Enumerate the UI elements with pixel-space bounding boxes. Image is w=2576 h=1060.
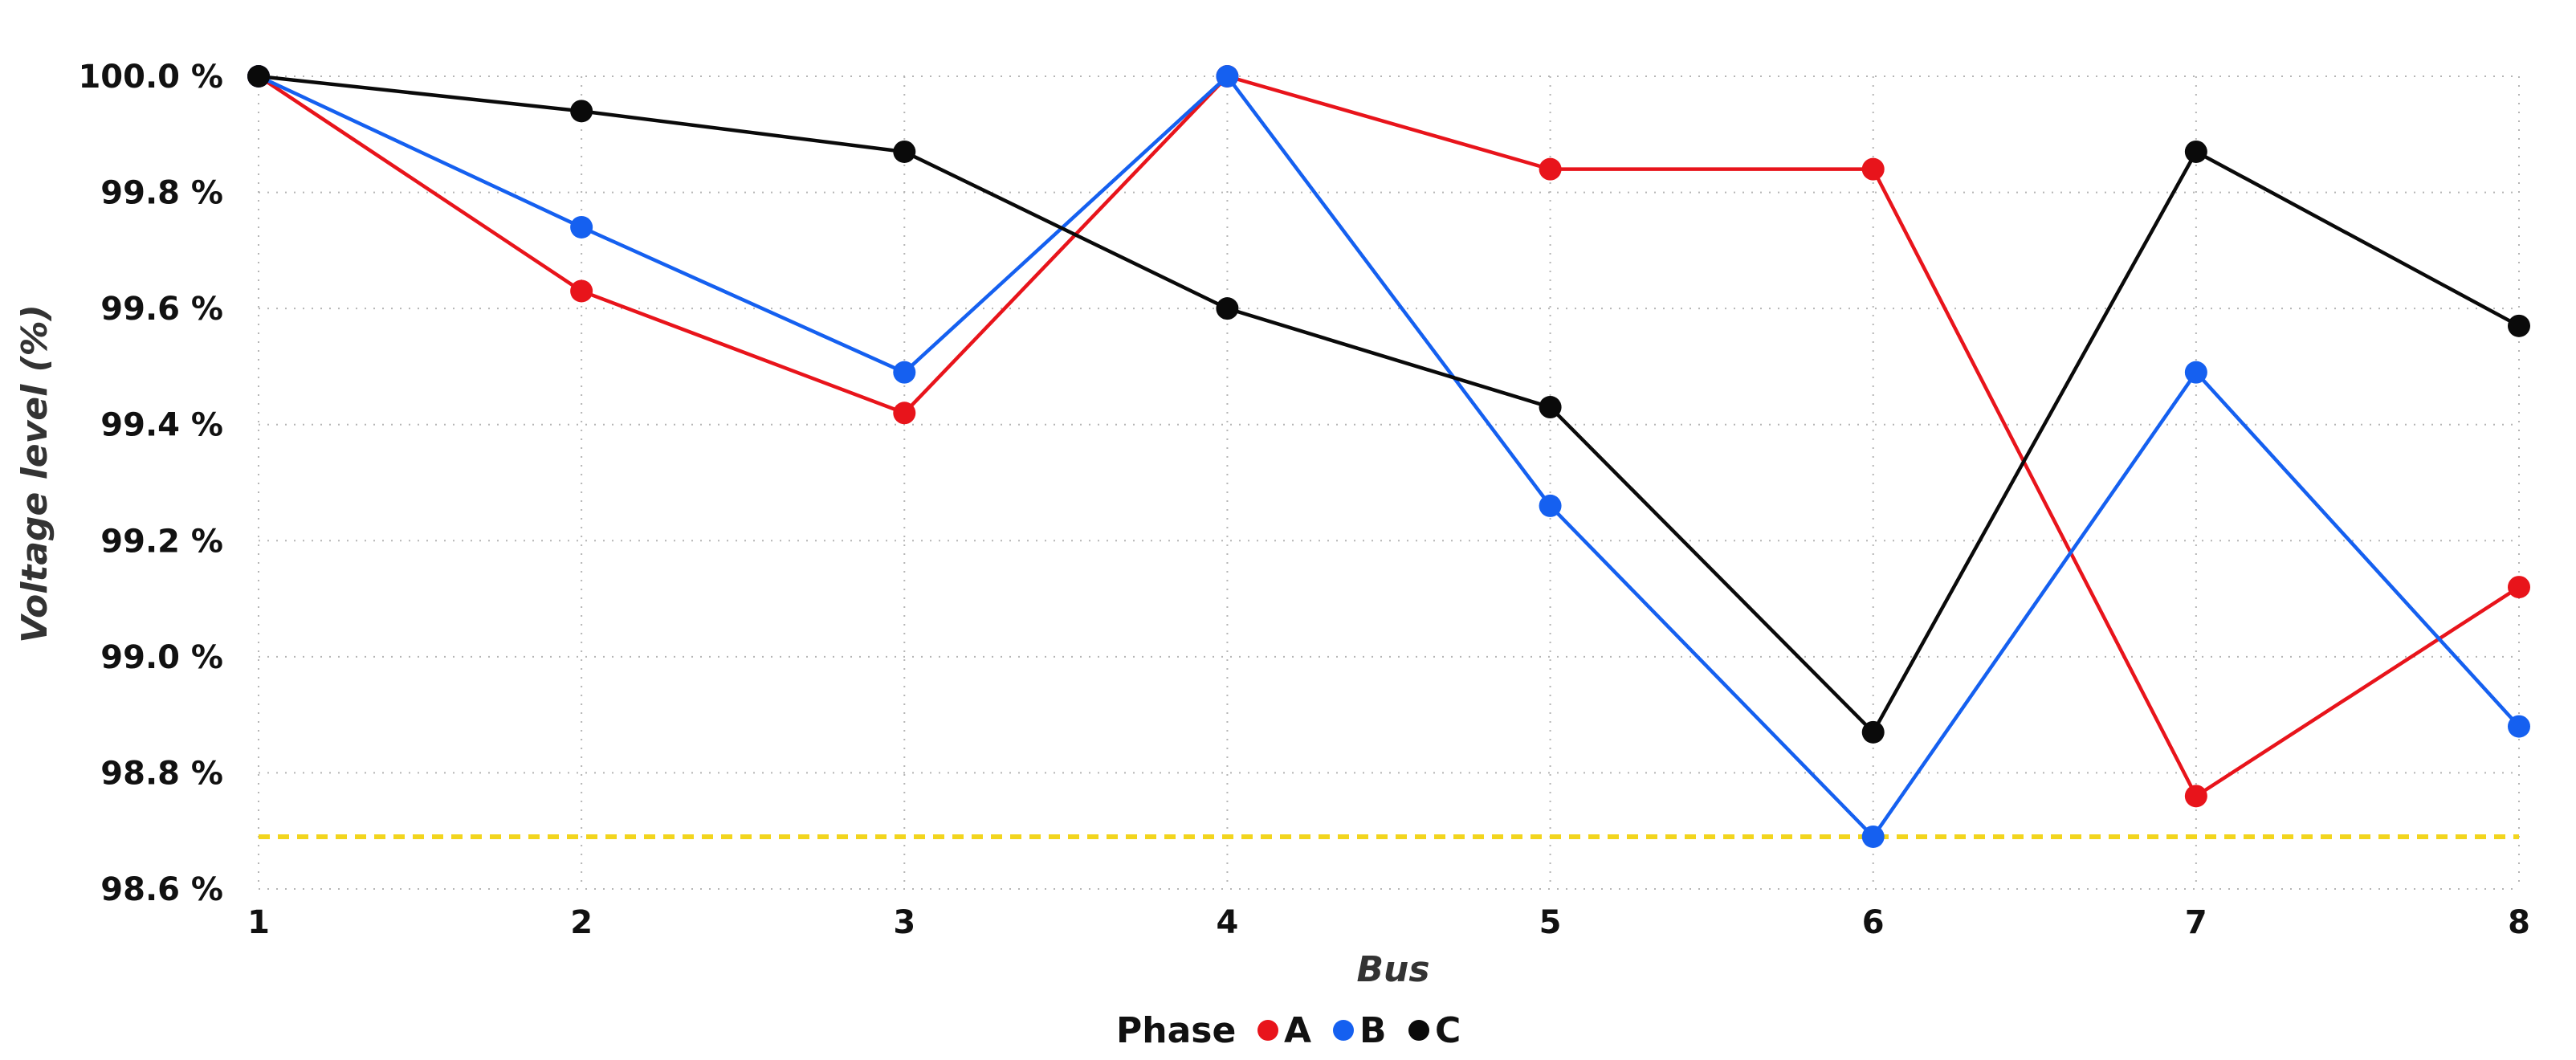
data-point-c-bus-5 xyxy=(1539,396,1562,419)
data-point-a-bus-7 xyxy=(2184,785,2207,808)
data-point-b-bus-6 xyxy=(1861,825,1885,848)
x-axis-title: Bus xyxy=(1356,949,1429,990)
data-point-c-bus-8 xyxy=(2508,314,2530,337)
legend-items: A B C xyxy=(1257,1010,1461,1051)
data-point-c-bus-3 xyxy=(893,140,916,163)
x-tick-label: 7 xyxy=(2185,904,2207,941)
x-tick-label: 3 xyxy=(893,904,915,941)
series-a xyxy=(247,65,2530,808)
y-tick-label: 98.8 % xyxy=(100,755,223,792)
x-tick-label: 2 xyxy=(570,904,593,941)
legend-title: Phase xyxy=(1116,1010,1236,1051)
data-point-a-bus-6 xyxy=(1861,157,1885,181)
data-point-a-bus-8 xyxy=(2508,576,2530,599)
data-point-b-bus-5 xyxy=(1539,494,1562,517)
x-tick-label: 8 xyxy=(2508,904,2530,941)
data-point-c-bus-1 xyxy=(247,65,270,88)
legend-item-b: B xyxy=(1333,1010,1387,1051)
series-line-c xyxy=(258,74,2521,735)
data-point-b-bus-7 xyxy=(2184,361,2207,384)
y-axis-tick-labels: 98.6 % 98.8 % 99.0 % 99.2 % 99.4 % 99.6 % 99.8… xyxy=(78,59,223,908)
series-line-a xyxy=(257,74,2521,798)
data-point-b-bus-3 xyxy=(893,361,916,384)
data-point-a-bus-2 xyxy=(570,279,593,303)
y-tick-label: 99.8 % xyxy=(100,175,223,212)
grid-lines xyxy=(258,75,2520,890)
legend-item-a: A xyxy=(1257,1010,1311,1051)
x-tick-label: 6 xyxy=(1862,904,1885,941)
data-point-c-bus-2 xyxy=(570,100,593,123)
data-point-c-bus-6 xyxy=(1861,720,1885,744)
x-tick-label: 4 xyxy=(1217,904,1239,941)
data-point-b-bus-2 xyxy=(570,215,593,238)
legend-label-c: C xyxy=(1435,1010,1461,1051)
legend-label-a: A xyxy=(1284,1010,1311,1051)
legend-item-c: C xyxy=(1408,1010,1461,1051)
y-tick-label: 99.2 % xyxy=(100,523,223,560)
legend-label-b: B xyxy=(1359,1010,1387,1051)
y-axis-title: Voltage level (%) xyxy=(14,304,55,643)
legend-marker-a xyxy=(1257,1020,1278,1041)
data-point-b-bus-4 xyxy=(1216,65,1239,88)
y-tick-label: 99.4 % xyxy=(100,407,223,444)
data-point-a-bus-5 xyxy=(1539,157,1562,181)
legend: Phase A B C xyxy=(1116,1010,1461,1051)
data-point-b-bus-8 xyxy=(2508,715,2530,738)
legend-marker-c xyxy=(1408,1020,1429,1041)
x-tick-label: 1 xyxy=(247,904,270,941)
data-point-a-bus-3 xyxy=(893,402,916,425)
y-tick-label: 100.0 % xyxy=(78,59,223,96)
data-point-c-bus-4 xyxy=(1216,297,1239,320)
series-line-b xyxy=(258,74,2521,839)
y-tick-label: 99.6 % xyxy=(100,291,223,328)
series-b xyxy=(247,65,2530,848)
x-axis-tick-labels: 1 2 3 4 5 6 7 8 xyxy=(247,904,2530,941)
y-tick-label: 98.6 % xyxy=(100,871,223,908)
series-c xyxy=(247,65,2530,744)
legend-marker-b xyxy=(1333,1020,1354,1041)
data-point-c-bus-7 xyxy=(2184,140,2207,163)
series-group xyxy=(247,65,2530,848)
y-tick-label: 99.0 % xyxy=(100,639,223,676)
x-tick-label: 5 xyxy=(1539,904,1562,941)
